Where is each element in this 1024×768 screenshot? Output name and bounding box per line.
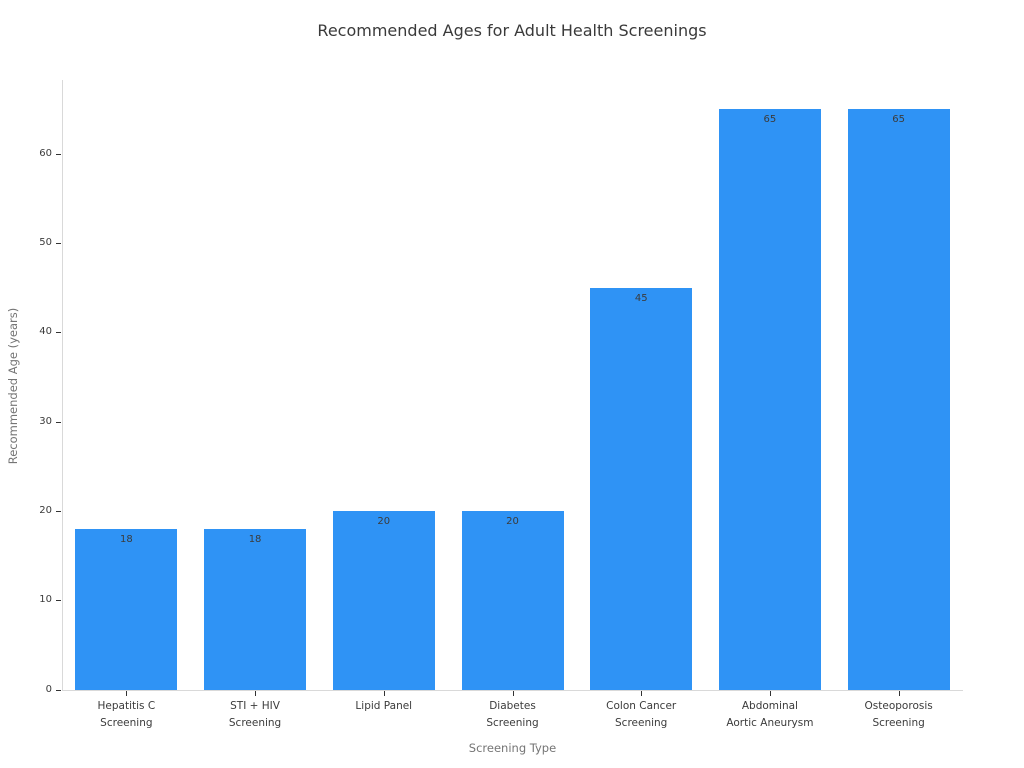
x-tick-mark bbox=[255, 691, 257, 696]
x-axis-title: Screening Type bbox=[468, 741, 557, 755]
x-axis-spine bbox=[62, 690, 963, 691]
bar-value-label: 65 bbox=[763, 114, 777, 126]
x-tick-label-line: Aortic Aneurysm bbox=[726, 716, 814, 729]
y-tick-mark bbox=[56, 332, 61, 334]
x-tick-label: Colon Cancer Screening bbox=[577, 698, 706, 731]
bar bbox=[332, 511, 435, 690]
x-tick-label-line: Osteoporosis bbox=[864, 700, 933, 712]
chart-title: Recommended Ages for Adult Health Screen… bbox=[317, 21, 707, 40]
y-tick-label: 30 bbox=[39, 415, 52, 427]
bar bbox=[75, 529, 178, 690]
x-tick-label: Abdominal Aortic Aneurysm bbox=[706, 698, 835, 731]
bar bbox=[847, 109, 950, 690]
x-tick-mark bbox=[898, 691, 900, 696]
x-tick-label-line: Screening bbox=[228, 716, 282, 729]
bar bbox=[718, 109, 821, 690]
bar-value-label: 18 bbox=[248, 534, 262, 546]
x-tick-label-line: Screening bbox=[486, 716, 539, 729]
x-tick-label-line: Diabetes bbox=[489, 700, 536, 712]
bar bbox=[461, 511, 564, 690]
x-tick-mark bbox=[126, 691, 128, 696]
y-tick-mark bbox=[56, 689, 61, 691]
x-tick-label-line: Lipid Panel bbox=[355, 700, 413, 712]
x-tick-label: STI + HIV Screening bbox=[191, 698, 320, 731]
y-tick-mark bbox=[56, 510, 61, 512]
x-tick-mark bbox=[383, 691, 385, 696]
y-tick-label: 0 bbox=[45, 683, 52, 695]
bar-value-label: 20 bbox=[377, 516, 391, 528]
bar bbox=[590, 288, 693, 690]
x-tick-label-line: Screening bbox=[615, 716, 668, 729]
bar bbox=[204, 529, 307, 690]
x-tick-label-line: Screening bbox=[872, 716, 925, 729]
x-tick-mark bbox=[769, 691, 771, 696]
x-tick-label-line: STI + HIV bbox=[230, 700, 280, 712]
y-axis-spine bbox=[62, 80, 63, 690]
y-tick-label: 10 bbox=[39, 594, 52, 606]
x-tick-label-line: Hepatitis C bbox=[97, 700, 156, 712]
y-tick-mark bbox=[56, 421, 61, 423]
x-tick-label-line: Screening bbox=[100, 716, 153, 729]
y-tick-label: 20 bbox=[39, 504, 52, 516]
x-tick-label: Osteoporosis Screening bbox=[834, 698, 963, 731]
bar-value-label: 20 bbox=[506, 516, 519, 528]
y-tick-mark bbox=[56, 600, 61, 602]
x-tick-label-line: Abdominal bbox=[741, 700, 798, 712]
x-tick-mark bbox=[512, 691, 514, 696]
y-tick-label: 60 bbox=[39, 147, 52, 159]
y-tick-mark bbox=[56, 153, 61, 155]
x-tick-mark bbox=[641, 691, 643, 696]
bar-value-label: 18 bbox=[119, 534, 133, 546]
bar-value-label: 65 bbox=[892, 114, 905, 126]
x-tick-label: Hepatitis C Screening bbox=[62, 698, 191, 731]
y-tick-label: 40 bbox=[39, 326, 52, 338]
y-tick-label: 50 bbox=[39, 236, 52, 248]
y-tick-mark bbox=[56, 242, 61, 244]
x-tick-label: Diabetes Screening bbox=[448, 698, 577, 731]
bar-value-label: 45 bbox=[634, 293, 648, 305]
x-tick-label-line: Colon Cancer bbox=[606, 700, 677, 712]
x-tick-label: Lipid Panel bbox=[319, 698, 448, 715]
